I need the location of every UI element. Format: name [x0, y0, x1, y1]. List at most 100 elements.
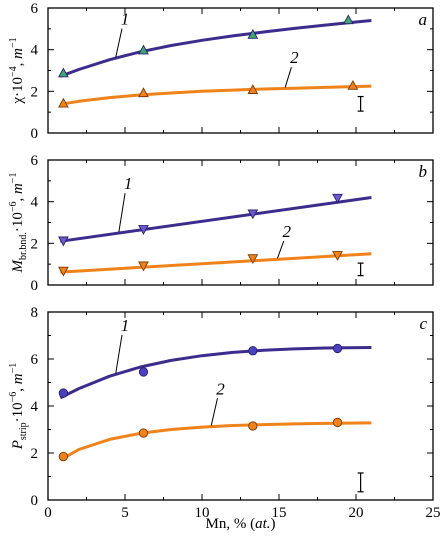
y-tick-label: 4: [31, 399, 39, 415]
fit-curve: [60, 252, 372, 274]
curve-label-leader: [210, 398, 218, 426]
series-2: 2: [58, 379, 372, 462]
data-point: [58, 388, 69, 398]
data-point: [138, 367, 149, 377]
panel-frame: [47, 159, 434, 286]
x-tick-label: 0: [44, 505, 52, 521]
y-label-separator: ,: [10, 194, 26, 202]
fit-curve: [59, 421, 372, 462]
x-axis-label: Mn, % (at.): [206, 516, 276, 532]
panel-letter: c: [419, 314, 427, 333]
y-label-factor: ·10: [10, 212, 26, 232]
y-label-exponent: −4: [8, 66, 19, 77]
x-tick-label: 20: [349, 505, 364, 521]
y-label-exponent: −6: [8, 202, 19, 213]
data-point: [58, 67, 69, 78]
y-label-symbol: P: [10, 440, 26, 450]
data-point: [138, 225, 149, 235]
series-2: 2: [58, 222, 372, 277]
data-point: [332, 251, 343, 261]
data-point: [247, 84, 259, 94]
data-point: [342, 14, 354, 25]
curve-label-leader: [115, 334, 123, 374]
data-point: [248, 421, 258, 431]
series-1: 1: [58, 10, 372, 78]
y-tick-label: 6: [31, 153, 39, 169]
y-tick-label: 2: [31, 236, 39, 252]
y-label-unit: m: [10, 183, 26, 194]
y-label-unit: m: [10, 48, 26, 59]
error-bar: [357, 95, 364, 112]
y-label-exponent: −6: [8, 392, 19, 403]
x-tick-label: 15: [272, 505, 287, 521]
y-tick-label: 0: [31, 278, 39, 294]
data-point: [347, 79, 359, 90]
y-label-symbol: M: [10, 258, 26, 273]
data-point: [248, 346, 258, 356]
curve-label: 2: [282, 222, 291, 241]
data-point: [138, 44, 149, 55]
y-label-unit: m: [10, 373, 26, 384]
panel-a: 0 2 4 6 a χ·10−4, m−1 1 2: [8, 1, 434, 142]
y-label-subscript: br.bnd.: [18, 232, 29, 260]
curve-label: 1: [121, 10, 130, 29]
curve-label: 1: [124, 174, 133, 193]
y-label-symbol: χ·10: [10, 77, 26, 105]
y-tick-label: 0: [31, 126, 39, 142]
y-tick-label: 8: [31, 305, 39, 321]
y-tick-label: 6: [31, 1, 39, 17]
data-point: [332, 193, 343, 204]
y-label-separator: ,: [10, 59, 26, 67]
x-label-close: ): [271, 516, 276, 532]
data-point: [58, 451, 69, 462]
panel-b: 0 2 4 6 b Mbr.bnd.·10−6, m−1 1 2: [8, 153, 434, 294]
data-point: [332, 343, 343, 354]
data-point: [58, 266, 69, 277]
fit-curve: [59, 19, 372, 78]
y-tick-label: 2: [31, 446, 39, 462]
panel-letter: a: [419, 10, 428, 29]
data-point: [138, 428, 149, 438]
x-tick-label: 25: [426, 505, 441, 521]
series-1: 1: [58, 316, 372, 400]
series-2: 2: [58, 48, 372, 108]
error-bar: [357, 262, 364, 277]
panel-letter: b: [419, 162, 428, 181]
y-label-unit-exponent: −1: [8, 173, 19, 184]
fit-curve: [60, 196, 372, 243]
error-bar: [357, 472, 364, 493]
y-label-separator: ,: [10, 384, 26, 392]
y-label-unit-exponent: −1: [8, 363, 19, 374]
curve-label: 1: [121, 316, 130, 335]
x-label-italic: at.: [255, 516, 270, 532]
x-tick-label: 10: [195, 505, 210, 521]
y-axis-label: Mbr.bnd.·10−6, m−1: [8, 173, 29, 274]
y-tick-label: 6: [31, 352, 39, 368]
y-tick-label: 0: [31, 493, 39, 509]
data-point: [138, 87, 149, 98]
data-point: [138, 261, 149, 272]
data-point: [247, 254, 259, 265]
curve-label-leader: [284, 67, 292, 88]
y-tick-label: 4: [31, 195, 39, 211]
y-label-subscript: strip: [18, 422, 29, 440]
curve-label: 2: [290, 48, 299, 67]
data-point: [332, 417, 343, 428]
fit-curve: [59, 346, 372, 400]
data-point: [247, 28, 259, 39]
data-point: [58, 97, 69, 108]
y-axis-label: χ·10−4, m−1: [8, 37, 26, 104]
data-point: [58, 236, 69, 247]
y-tick-label: 4: [31, 43, 39, 59]
curve-label-leader: [276, 240, 285, 259]
curve-label: 2: [216, 379, 225, 398]
y-axis-label: Pstrip·10−6, m−1: [8, 363, 29, 451]
curve-label-leader: [115, 28, 123, 58]
series-1: 1: [58, 174, 372, 247]
x-label-main: Mn, % (: [206, 516, 256, 532]
y-tick-label: 2: [31, 84, 39, 100]
fit-curve: [60, 84, 372, 106]
curve-label-leader: [118, 193, 126, 233]
panel-frame: [47, 311, 434, 501]
